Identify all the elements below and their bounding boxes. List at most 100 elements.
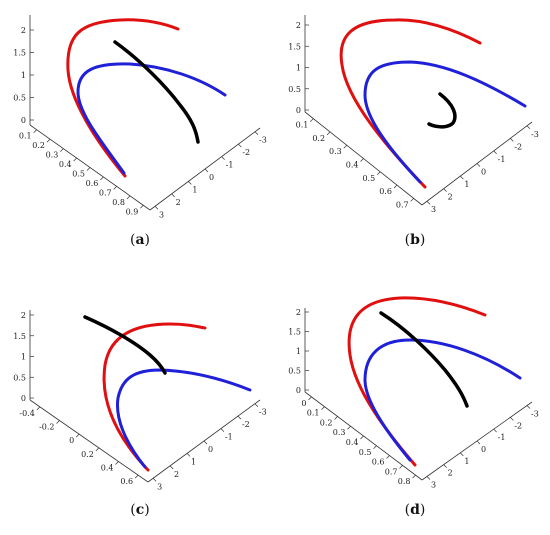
y-tick-label: -3 bbox=[531, 410, 539, 419]
red-curve bbox=[102, 322, 207, 472]
panel-d-plot: 21.510.50 00.10.20.30.40.50.60.70.8 -3-2… bbox=[288, 296, 539, 489]
z-tick-label: 2 bbox=[296, 21, 301, 30]
blue-curve bbox=[363, 338, 522, 462]
red-curve bbox=[339, 18, 482, 189]
x-tick-label: 0.3 bbox=[329, 147, 342, 156]
z-tick-label: 2 bbox=[21, 311, 26, 320]
y-tick-label: 1 bbox=[192, 185, 197, 194]
x-tick-label: 0 bbox=[301, 399, 306, 408]
x-tick-label: 0.4 bbox=[346, 161, 359, 170]
z-tick-label: 2 bbox=[296, 308, 301, 317]
z-tick-label: 1 bbox=[296, 347, 301, 356]
z-tick-label: 0.5 bbox=[288, 85, 301, 94]
y-tick-label: -1 bbox=[498, 155, 506, 164]
y-tick-label: -1 bbox=[498, 433, 506, 442]
z-tick-label: 0 bbox=[296, 386, 301, 395]
z-tick-label: 1.5 bbox=[288, 42, 301, 51]
x-tick-label: -0.4 bbox=[19, 409, 34, 418]
z-tick-label: 1 bbox=[21, 353, 26, 362]
y-tick-label: 3 bbox=[431, 480, 436, 489]
x-tick-label: 0.7 bbox=[99, 188, 112, 197]
panel-a-plot: 21.510.50 0.10.20.30.40.50.60.70.80.9 -3… bbox=[13, 15, 267, 219]
panel-c-plot: 2 1.5 1 0.5 0 -0.4 -0.2 0 0.2 0.4 0.6 -3 -2 -1 0 1 2 3 bbox=[13, 310, 267, 491]
x-tick-label: 0.9 bbox=[126, 207, 139, 216]
x-tick-label: 0.3 bbox=[333, 428, 346, 437]
x-tick-label: 0 bbox=[69, 436, 74, 445]
x-tick-label: 0.5 bbox=[72, 170, 85, 179]
z-tick-label: 0 bbox=[296, 106, 301, 115]
y-tick-label: 0 bbox=[481, 168, 486, 177]
y-tick-label: -1 bbox=[226, 161, 234, 170]
x-tick-label: 0.5 bbox=[362, 174, 375, 183]
caption-b: (b) bbox=[404, 232, 426, 248]
z-tick-label: 0.5 bbox=[288, 367, 301, 376]
z-tick-label: 0.5 bbox=[13, 373, 26, 382]
y-tick-label: -2 bbox=[242, 148, 250, 157]
x-tick-label: 0.6 bbox=[379, 187, 392, 196]
y-tick-label: -1 bbox=[225, 433, 233, 442]
y-tick-label: -3 bbox=[259, 136, 267, 145]
y-tick-label: -3 bbox=[531, 130, 539, 139]
y-tick-label: -3 bbox=[259, 408, 267, 417]
red-curve bbox=[66, 18, 180, 178]
y-tick-label: -2 bbox=[514, 421, 522, 430]
black-curve bbox=[83, 315, 167, 375]
caption-d: (d) bbox=[404, 502, 426, 518]
x-tick-label: 0.2 bbox=[32, 141, 45, 150]
y-tick-label: 3 bbox=[157, 482, 162, 491]
x-axis bbox=[29, 399, 149, 483]
blue-curve bbox=[115, 368, 252, 469]
panel-c: 2 1.5 1 0.5 0 -0.4 -0.2 0 0.2 0.4 0.6 -3 -2 -1 0 1 2 3 … bbox=[0, 270, 270, 535]
y-tick-label: 2 bbox=[174, 470, 179, 479]
panel-b-plot: 21.510.50 0.10.20.30.40.50.60.7 -3-2-101… bbox=[288, 15, 539, 214]
blue-curve bbox=[363, 60, 527, 184]
x-tick-label: 0.1 bbox=[296, 121, 309, 130]
z-tick-label: 0.5 bbox=[13, 94, 26, 103]
z-tick-label: 1 bbox=[296, 64, 301, 73]
x-tick-label: 0.3 bbox=[46, 151, 59, 160]
panel-a: 2 1.5 1 0.5 0 0.1 0.2 0.3 0.4 0.5 0.6 0.7 0.8 0.9 -3… bbox=[0, 0, 270, 265]
z-tick-label: 0 bbox=[21, 394, 26, 403]
panel-b: 2 1.5 1 0.5 0 0.1 0.2 0.3 0.4 0.5 0.6 0.7 -3 -2 -1 0 1… bbox=[275, 0, 545, 265]
z-tick-label: 1.5 bbox=[13, 332, 26, 341]
black-curve bbox=[427, 92, 457, 129]
x-tick-label: 0.8 bbox=[398, 477, 411, 486]
y-tick-label: 1 bbox=[464, 180, 469, 189]
y-tick-label: 1 bbox=[464, 457, 469, 466]
red-curve bbox=[347, 296, 487, 467]
y-tick-label: 3 bbox=[159, 210, 164, 219]
panel-d: 2 1.5 1 0.5 0 0 0.1 0.2 0.3 0.4 0.5 0.6 0.7 0.8 -3 -2… bbox=[275, 270, 545, 535]
x-tick-label: 0.7 bbox=[385, 467, 398, 476]
y-tick-label: 0 bbox=[209, 173, 214, 182]
x-tick-label: 0.5 bbox=[359, 448, 372, 457]
y-tick-label: 2 bbox=[448, 193, 453, 202]
x-tick-label: 0.4 bbox=[346, 438, 359, 447]
z-tick-label: 1.5 bbox=[288, 328, 301, 337]
x-tick-label: 0.4 bbox=[59, 160, 72, 169]
z-tick-label: 0 bbox=[21, 116, 26, 125]
x-tick-label: 0.2 bbox=[312, 134, 325, 143]
x-tick-label: 0.1 bbox=[19, 132, 32, 141]
x-tick-label: 0.2 bbox=[320, 418, 333, 427]
x-tick-label: 0.6 bbox=[372, 458, 385, 467]
caption-a: (a) bbox=[129, 232, 150, 248]
z-tick-label: 2 bbox=[21, 26, 26, 35]
z-tick-label: 1.5 bbox=[13, 49, 26, 58]
blue-curve bbox=[76, 62, 227, 175]
x-tick-label: -0.2 bbox=[39, 423, 54, 432]
y-tick-label: 2 bbox=[448, 469, 453, 478]
black-curve bbox=[113, 40, 200, 144]
x-tick-label: 0.8 bbox=[112, 198, 125, 207]
y-tick-label: 3 bbox=[431, 205, 436, 214]
x-tick-label: 0.4 bbox=[101, 464, 114, 473]
y-tick-label: -2 bbox=[242, 420, 250, 429]
x-tick-label: 0.6 bbox=[86, 179, 99, 188]
x-tick-label: 0.2 bbox=[81, 450, 94, 459]
z-tick-label: 1 bbox=[21, 71, 26, 80]
x-tick-label: 0.7 bbox=[396, 200, 409, 209]
black-curve bbox=[379, 311, 469, 408]
y-tick-label: 2 bbox=[176, 198, 181, 207]
x-tick-label: 0.1 bbox=[307, 409, 320, 418]
caption-c: (c) bbox=[130, 502, 150, 518]
